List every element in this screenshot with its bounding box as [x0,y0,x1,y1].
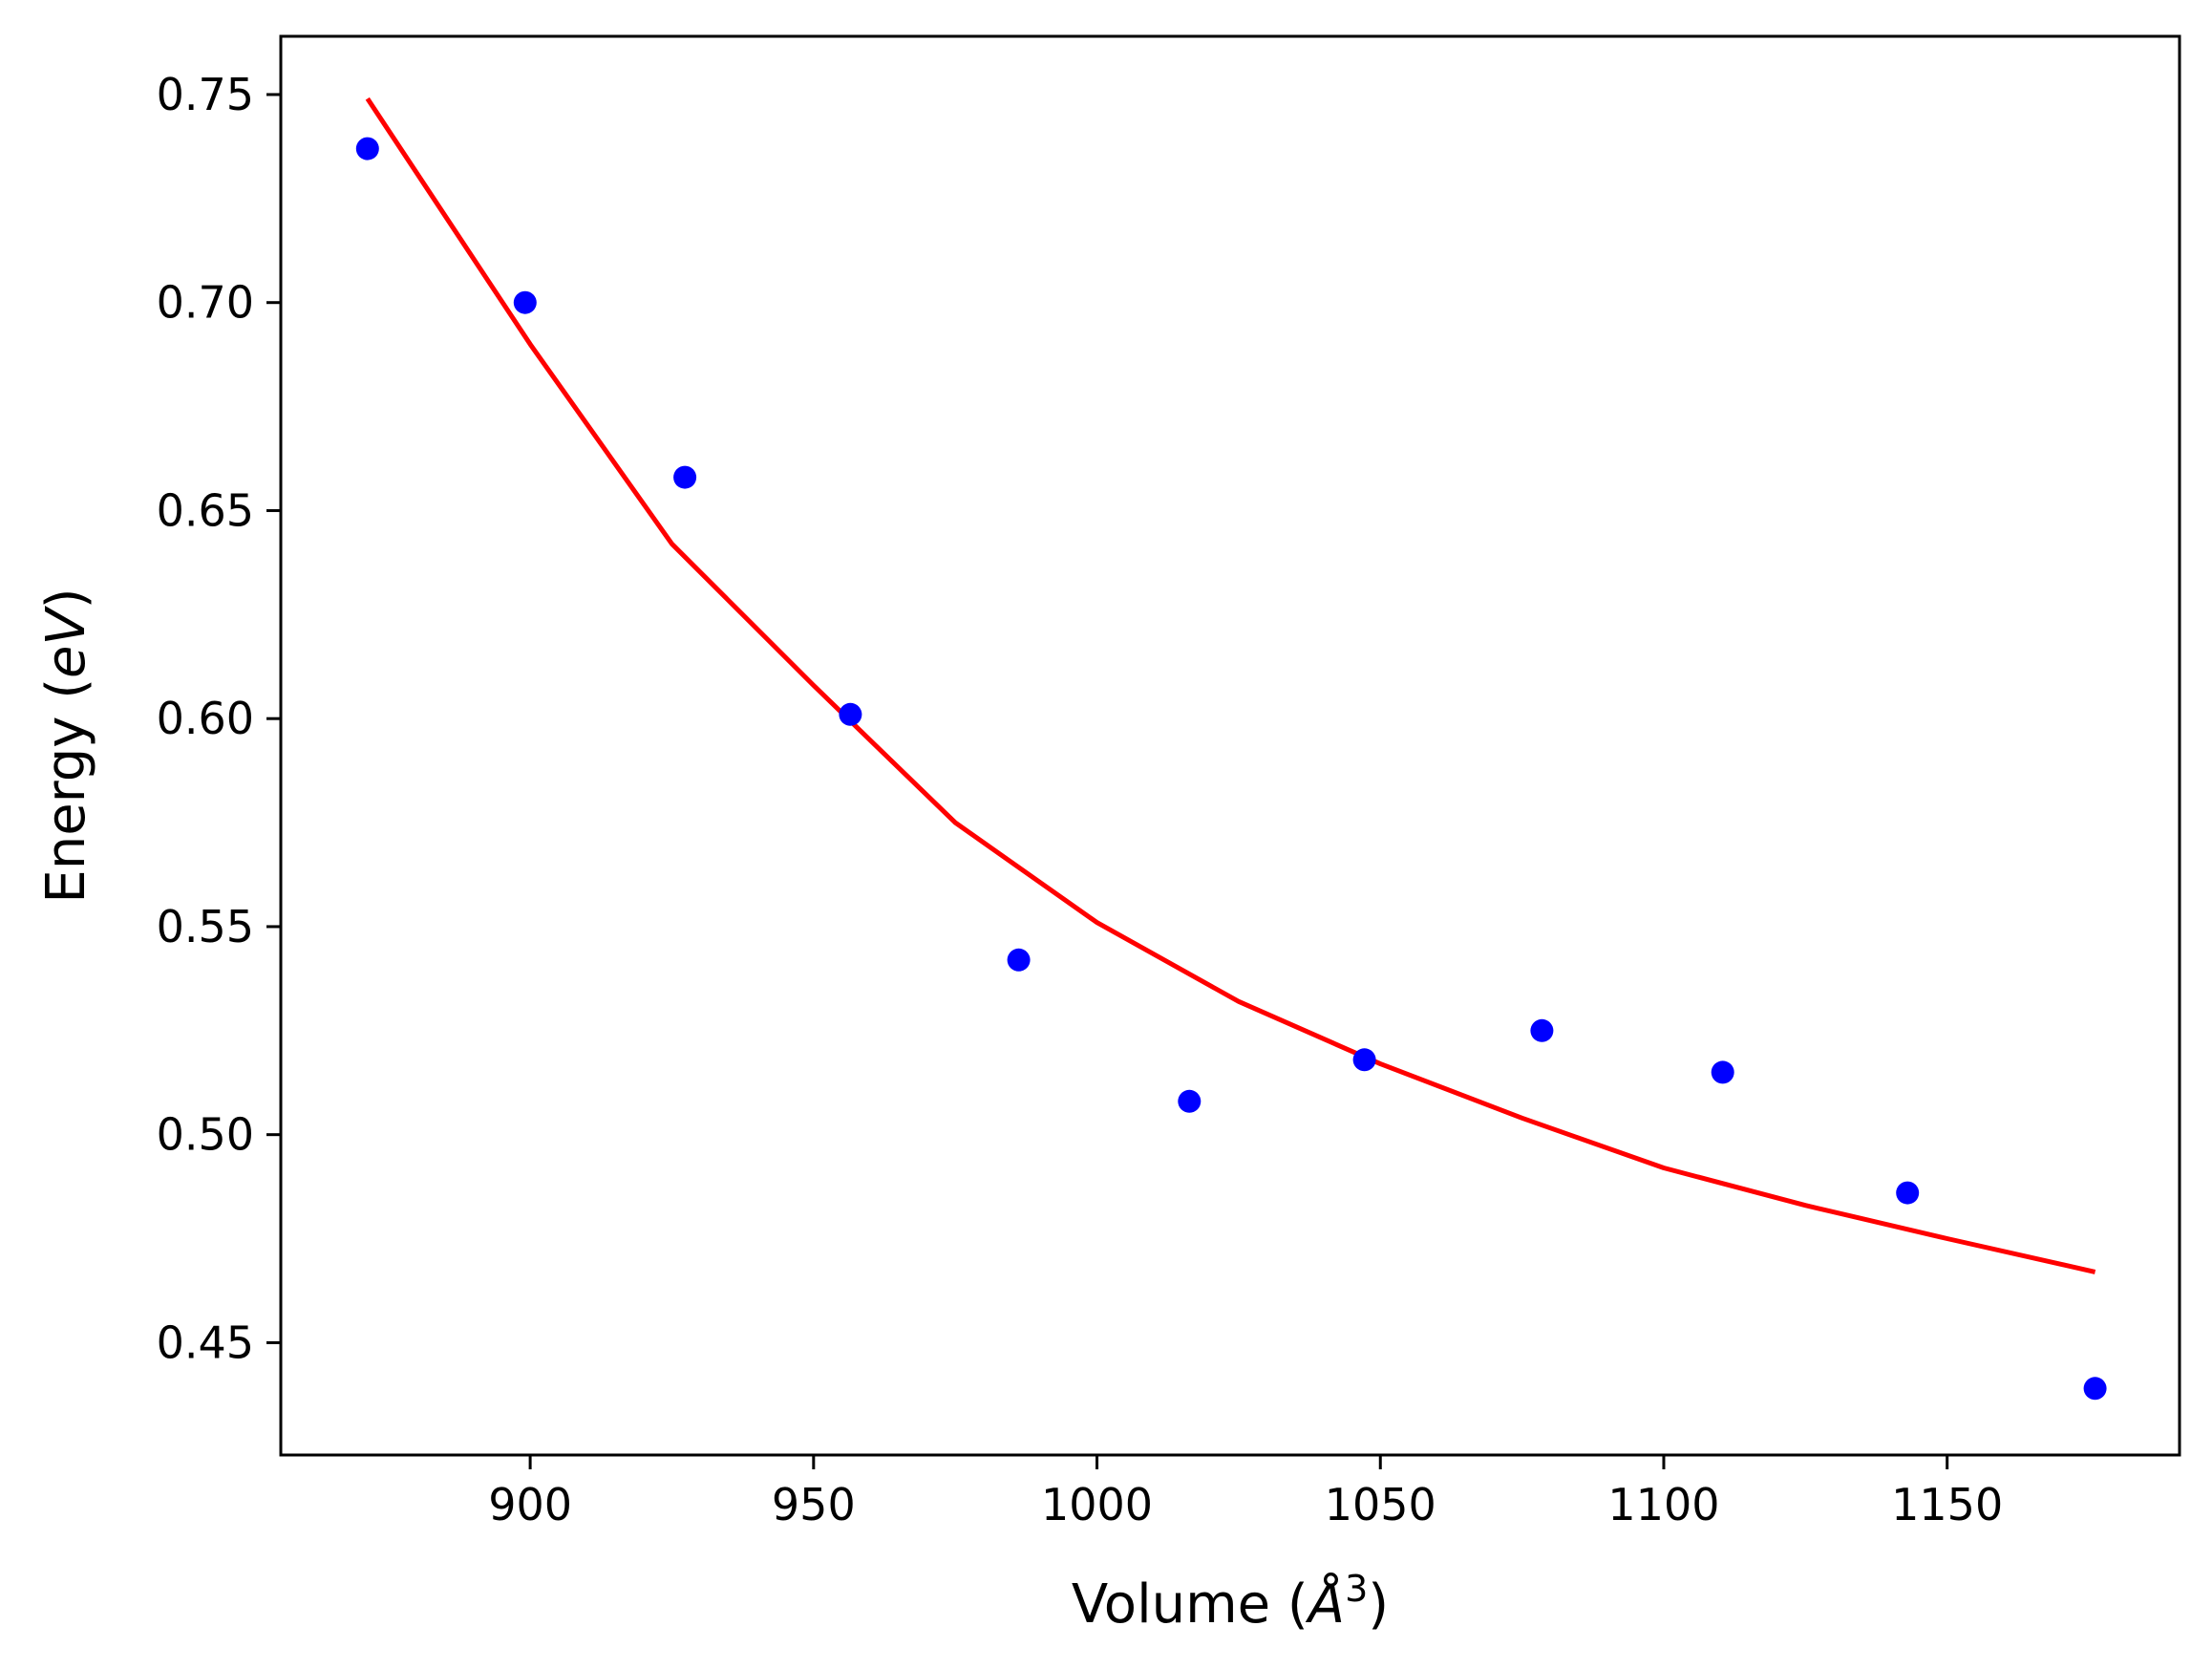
data-point-11 [2083,1377,2107,1401]
data-point-6 [1178,1089,1202,1113]
x-tick-label: 950 [772,1479,856,1530]
plot-layer [355,96,2107,1401]
y-tick-label: 0.55 [157,901,254,952]
y-axis-label-unit: eV [35,606,97,678]
y-tick-label: 0.75 [157,69,254,120]
y-axis-ticks: 0.45 0.50 0.55 0.60 0.65 0.70 0.75 [157,69,281,1368]
y-axis-label: Energy (eV) [35,588,97,903]
data-point-9 [1711,1060,1734,1084]
x-axis-label-unit: Å [1306,1573,1345,1636]
plot-frame [279,34,2181,1457]
data-point-1 [355,137,379,160]
y-tick-label: 0.70 [157,277,254,329]
data-point-4 [839,702,862,726]
data-point-5 [1007,948,1031,972]
y-axis-label-text: Energy ( [35,678,97,904]
x-tick-label: 1100 [1607,1479,1719,1530]
x-tick-label: 1000 [1041,1479,1153,1530]
x-axis-label-text: Volume ( [1072,1573,1308,1636]
data-point-3 [673,465,697,489]
x-axis-label: Volume (Å3) [1072,1568,1389,1636]
y-tick-label: 0.65 [157,484,254,536]
x-axis-ticks: 900 950 1000 1050 1100 1150 [488,1455,2003,1530]
y-tick-label: 0.60 [157,693,254,744]
x-axis-label-close: ) [1368,1573,1389,1636]
data-point-10 [1896,1181,1920,1205]
y-tick-label: 0.50 [157,1109,254,1161]
data-point-8 [1530,1018,1554,1042]
x-tick-label: 1050 [1325,1479,1436,1530]
y-tick-label: 0.45 [157,1316,254,1368]
data-point-2 [513,290,537,314]
y-axis-label-close: ) [35,588,97,609]
x-axis-label-unit-power: 3 [1345,1568,1368,1610]
fit-curve-line [365,96,2096,1274]
x-tick-label: 1150 [1891,1479,2003,1530]
data-point-7 [1352,1048,1376,1072]
x-tick-label: 900 [488,1479,572,1530]
